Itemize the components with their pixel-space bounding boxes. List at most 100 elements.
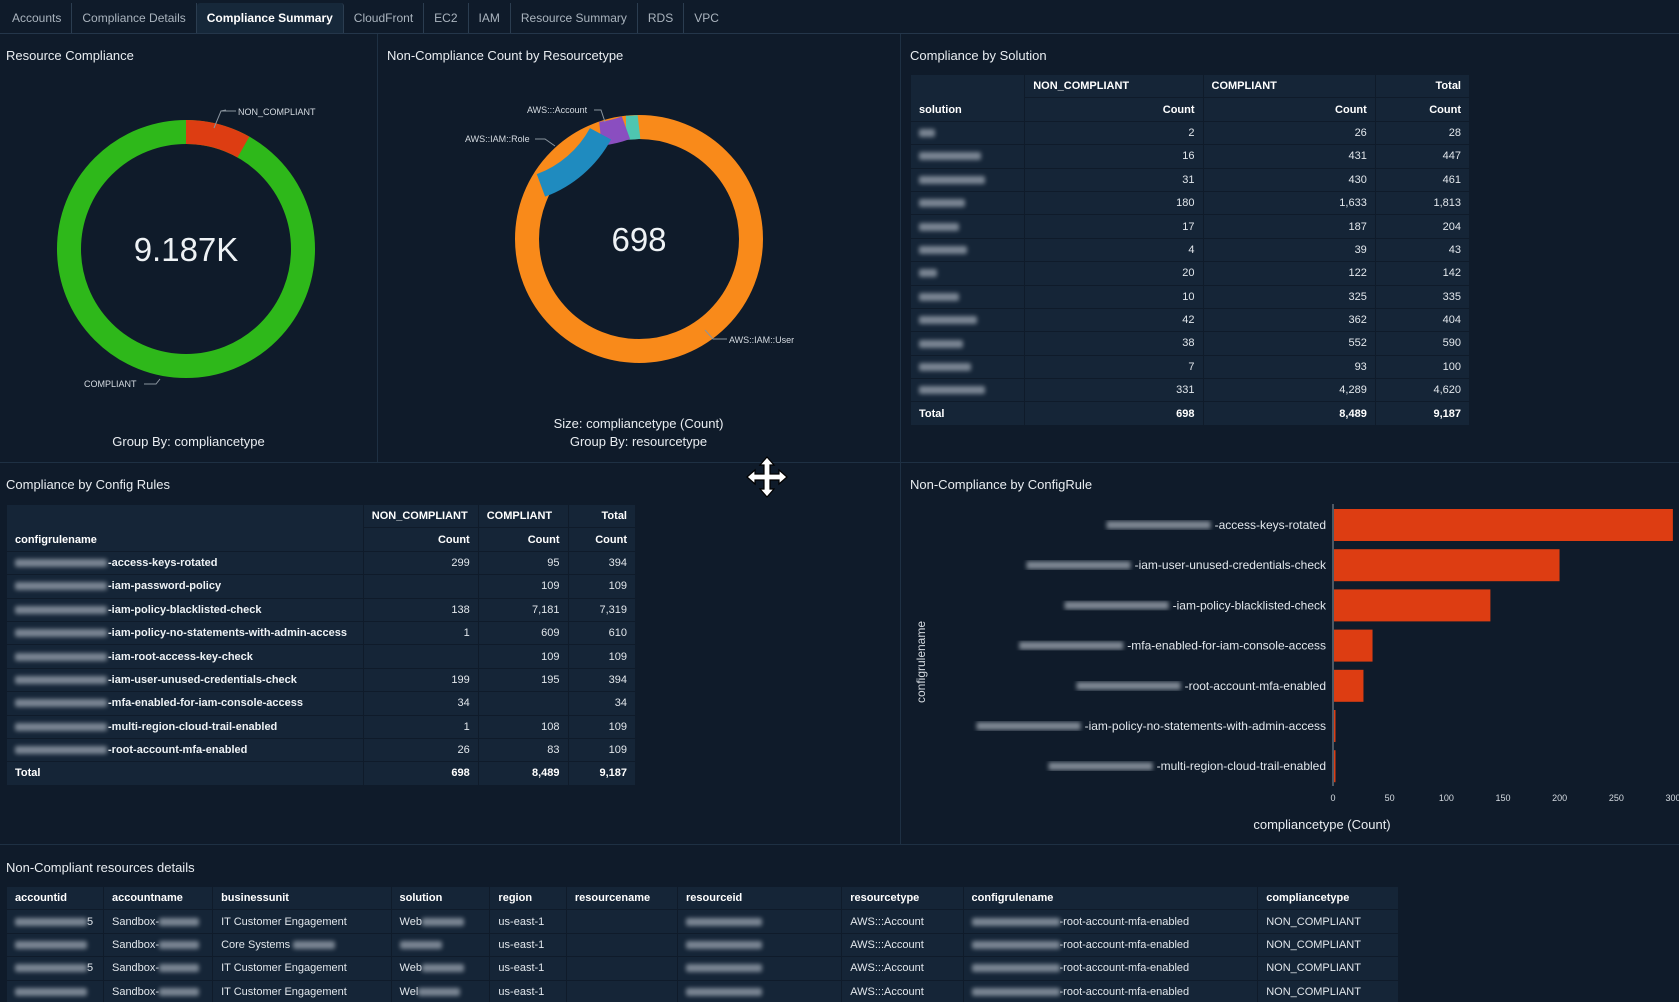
compliant-count: 187	[1202, 214, 1376, 239]
table-row[interactable]: 16 431 447	[909, 144, 1471, 169]
table-row[interactable]: Sandbox- IT Customer Engagement Wel us-east…	[6, 979, 1399, 1002]
tab-vpc[interactable]: VPC	[694, 11, 719, 25]
col-header-solution[interactable]: solution	[390, 885, 491, 911]
compliant-count: 108	[477, 714, 569, 739]
noncompliance-by-resourcetype-panel[interactable]: Non-Compliance Count by Resourcetype AWS…	[377, 34, 900, 462]
resourcetype-donut[interactable]: AWS:::Account AWS::IAM::Role AWS::IAM::U…	[377, 34, 900, 462]
non-compliant-count: 10	[1024, 284, 1204, 309]
col-header-solution[interactable]: solution	[909, 74, 1026, 122]
table-row[interactable]: -iam-user-unused-credentials-check 199 195…	[6, 667, 636, 693]
config-rules-table[interactable]: configrulename NON_COMPLIANT COMPLIANT T…	[6, 503, 636, 786]
table-row[interactable]: -iam-policy-blacklisted-check 138 7,181 7,3…	[6, 597, 636, 622]
tab-accounts[interactable]: Accounts	[2, 3, 73, 33]
table-row[interactable]: 20 122 142	[909, 261, 1471, 286]
tab-compliance-summary[interactable]: Compliance Summary	[196, 3, 344, 33]
col-header-businessunit[interactable]: businessunit	[212, 885, 392, 911]
bar[interactable]	[1334, 710, 1336, 742]
col-header-accountid[interactable]: accountid	[6, 885, 104, 911]
col-header-configrulename[interactable]: configrulename	[6, 504, 364, 552]
x-tick-label: 50	[1385, 793, 1395, 803]
donut-segment-iam-role[interactable]	[536, 127, 612, 197]
table-row[interactable]: 10 325 335	[909, 284, 1471, 309]
table-row[interactable]: 5 Sandbox- IT Customer Engagement Web us-eas…	[6, 956, 1399, 981]
panel-title: Non-Compliant resources details	[6, 860, 195, 875]
solution-cell-redacted	[909, 120, 1026, 146]
total-count: 109	[567, 737, 636, 763]
category-tick-label: -iam-policy-no-statements-with-admin-acc…	[1085, 719, 1326, 733]
col-header-compliant[interactable]: COMPLIANT	[477, 503, 569, 529]
donut-segment-non-compliant[interactable]	[185, 120, 250, 158]
resourcename	[565, 909, 679, 934]
bar[interactable]	[1334, 669, 1364, 702]
table-row[interactable]: -mfa-enabled-for-iam-console-access 34 34	[6, 691, 636, 716]
table-row[interactable]: 331 4,289 4,620	[909, 378, 1471, 403]
resourcetype: AWS:::Account	[841, 956, 964, 981]
solution-cell: Wel	[390, 979, 491, 1002]
table-row[interactable]: -multi-region-cloud-trail-enabled 1 108 109	[6, 714, 636, 739]
tab-cloudfront[interactable]: CloudFront	[344, 3, 425, 33]
table-row[interactable]: 38 552 590	[909, 331, 1471, 356]
col-header-non-compliant[interactable]: NON_COMPLIANT	[1024, 73, 1204, 99]
bar[interactable]	[1334, 750, 1336, 783]
divider	[0, 462, 1679, 463]
bar[interactable]	[1334, 549, 1560, 582]
solution: Wel	[399, 985, 419, 998]
donut-segment-extra[interactable]	[625, 115, 641, 140]
total-row: Total 698 8,489 9,187	[6, 761, 636, 786]
col-header-region[interactable]: region	[489, 885, 567, 911]
tab-ec2[interactable]: EC2	[424, 3, 469, 33]
tab-resource-summary[interactable]: Resource Summary	[511, 3, 638, 33]
category-tick-label: -mfa-enabled-for-iam-console-access	[1127, 639, 1326, 653]
col-header-compliancetype[interactable]: compliancetype	[1257, 885, 1399, 911]
tab-iam[interactable]: IAM	[469, 3, 511, 33]
table-row[interactable]: 42 362 404	[909, 307, 1471, 333]
table-row[interactable]: -iam-policy-no-statements-with-admin-acc…	[6, 620, 636, 646]
col-header-compliant[interactable]: COMPLIANT	[1202, 73, 1376, 99]
col-header-total[interactable]: Total	[1374, 73, 1471, 99]
compliance-by-solution-panel[interactable]: Compliance by Solution solution NON_COMP…	[900, 34, 1679, 462]
col-header-total[interactable]: Total	[567, 503, 636, 529]
table-row[interactable]: 180 1,633 1,813	[909, 190, 1471, 216]
table-row[interactable]: -root-account-mfa-enabled 26 83 109	[6, 737, 636, 763]
solution-table[interactable]: solution NON_COMPLIANT COMPLIANT Total C…	[909, 73, 1471, 426]
center-value: 9.187K	[134, 231, 239, 268]
resourceid-cell	[677, 909, 843, 934]
leader-line	[704, 329, 727, 340]
resource-compliance-panel[interactable]: Resource Compliance NON_COMPLIANT COMPLI…	[0, 34, 377, 462]
table-row[interactable]: 7 93 100	[909, 354, 1471, 380]
bar[interactable]	[1334, 509, 1673, 541]
donut-segment-account[interactable]	[598, 116, 631, 146]
noncompliance-by-configrule-panel[interactable]: Non-Compliance by ConfigRule configrulen…	[900, 462, 1679, 844]
resources-details-table[interactable]: accountid accountname businessunit solution…	[6, 885, 1399, 1002]
bar[interactable]	[1334, 629, 1373, 662]
col-subheader-count: Count	[567, 527, 636, 552]
tab-compliance-details[interactable]: Compliance Details	[72, 3, 197, 33]
noncompliant-resources-panel[interactable]: Non-Compliant resources details accounti…	[0, 844, 1679, 1002]
table-row[interactable]: -iam-root-access-key-check 109 109	[6, 644, 636, 669]
tab-rds[interactable]: RDS	[638, 3, 685, 33]
col-header-accountname[interactable]: accountname	[102, 885, 214, 911]
col-header-non-compliant[interactable]: NON_COMPLIANT	[362, 503, 479, 529]
x-tick-label: 0	[1330, 793, 1335, 803]
bar[interactable]	[1334, 589, 1491, 622]
center-value: 698	[611, 221, 666, 258]
col-header-configrulename[interactable]: configrulename	[962, 885, 1259, 911]
resource-compliance-donut[interactable]: NON_COMPLIANT COMPLIANT 9.187K	[0, 34, 377, 462]
col-header-resourcetype[interactable]: resourcetype	[841, 885, 964, 911]
table-row[interactable]: -access-keys-rotated 299 95 394	[6, 550, 636, 576]
grand-total: 9,187	[1374, 401, 1471, 426]
table-row[interactable]: Sandbox- Core Systems us-east-1 AWS:::Acco…	[6, 932, 1399, 958]
col-subheader-count: Count	[477, 527, 569, 552]
col-header-resourceid[interactable]: resourceid	[677, 885, 843, 911]
table-row[interactable]: 2 26 28	[909, 120, 1471, 146]
table-row[interactable]: -iam-password-policy 109 109	[6, 574, 636, 599]
table-row[interactable]: 4 39 43	[909, 237, 1471, 263]
compliance-by-config-rules-panel[interactable]: Compliance by Config Rules configrulenam…	[0, 462, 900, 844]
col-header-resourcename[interactable]: resourcename	[565, 885, 679, 911]
accountname-cell: Sandbox-	[102, 932, 214, 958]
table-row[interactable]: 17 187 204	[909, 214, 1471, 239]
table-row[interactable]: 5 Sandbox- IT Customer Engagement Web us-eas…	[6, 909, 1399, 934]
table-row[interactable]: 31 430 461	[909, 167, 1471, 192]
leader-line	[213, 110, 236, 129]
configrule-bar-chart[interactable]: configrulename compliancetype (Count) -a…	[900, 462, 1679, 844]
